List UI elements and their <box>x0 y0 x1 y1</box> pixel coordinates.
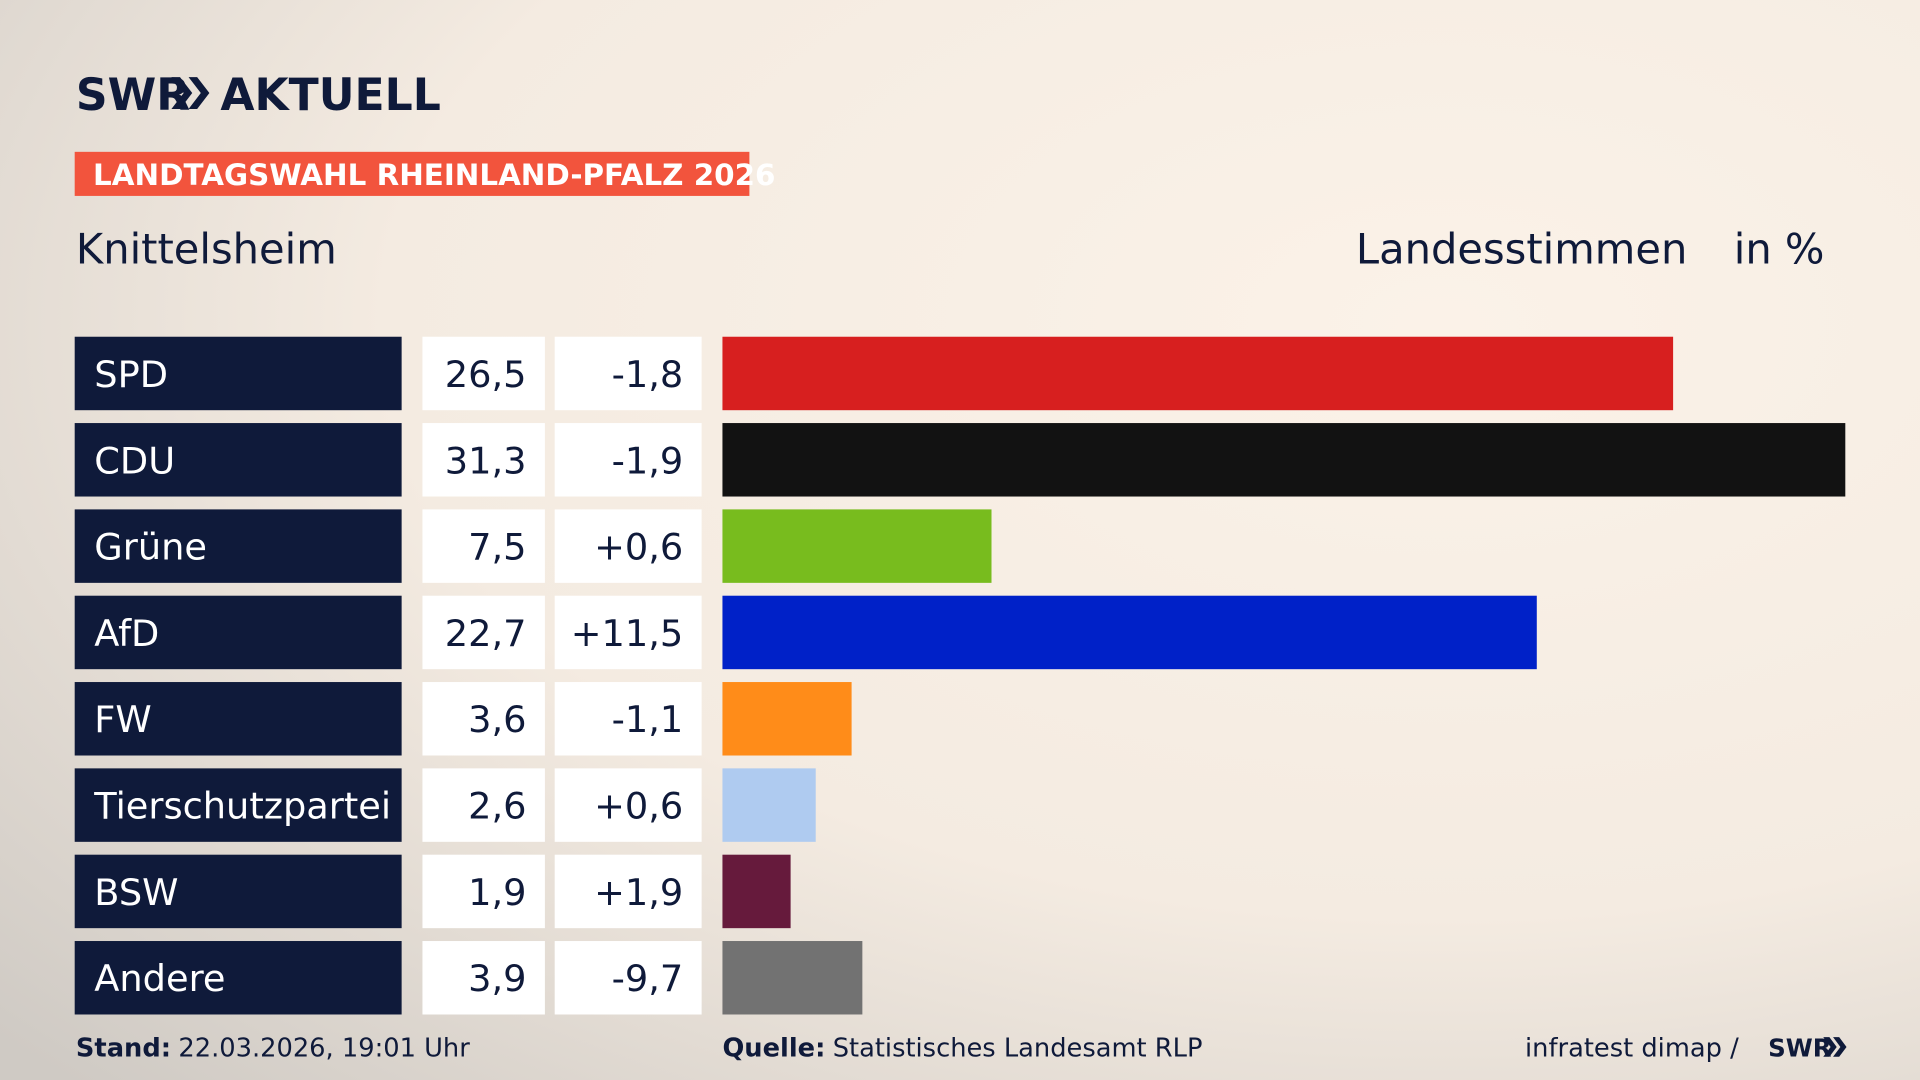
party-name: CDU <box>94 439 175 482</box>
change-box <box>554 423 702 497</box>
change-label: +11,5 <box>571 612 684 655</box>
party-box <box>74 336 402 411</box>
brand-chevrons <box>171 77 210 109</box>
change-box <box>554 854 702 929</box>
value-box <box>422 854 545 929</box>
party-box <box>74 595 402 670</box>
value-label: 3,9 <box>468 957 526 1000</box>
change-label: +1,9 <box>594 871 683 914</box>
value-label: 3,6 <box>468 698 526 741</box>
change-label: -1,1 <box>612 698 684 741</box>
source-label: Quelle: <box>722 1034 825 1064</box>
banner-box <box>74 151 750 196</box>
bar <box>722 682 852 756</box>
change-box <box>554 768 702 842</box>
change-label: +0,6 <box>594 785 683 828</box>
party-box <box>74 854 402 929</box>
value-box <box>422 768 545 842</box>
party-name: FW <box>94 698 151 741</box>
bar <box>722 768 816 842</box>
stand-label: Stand: <box>76 1034 171 1064</box>
value-box <box>422 941 545 1015</box>
logo: SWR AKTUELL <box>76 70 441 121</box>
measure: Landesstimmen <box>1356 224 1687 273</box>
value-label: 31,3 <box>445 439 527 482</box>
party-box <box>74 941 402 1015</box>
bar <box>722 941 863 1015</box>
brand-suffix: AKTUELL <box>220 70 440 121</box>
credit-brand: SWR <box>1768 1034 1832 1063</box>
value-box <box>422 423 545 497</box>
value-label: 26,5 <box>445 353 527 396</box>
party-name: AfD <box>94 612 159 655</box>
footer: Stand: 22.03.2026, 19:01 Uhr Quelle: Stati… <box>76 1034 1847 1064</box>
bar <box>722 595 1537 670</box>
credit-chevrons <box>1823 1037 1847 1057</box>
banner: LANDTAGSWAHL RHEINLAND-PFALZ 2026 <box>93 158 775 192</box>
party-name: SPD <box>94 353 168 396</box>
location: Knittelsheim <box>76 224 337 273</box>
source: Statistisches Landesamt RLP <box>833 1034 1203 1064</box>
stand: 22.03.2026, 19:01 Uhr <box>178 1034 470 1064</box>
value-box <box>422 336 545 411</box>
bar <box>722 509 992 583</box>
party-name: Grüne <box>94 526 207 569</box>
change-box <box>554 336 702 411</box>
change-box <box>554 509 702 583</box>
rows: SPD 26,5 -1,8 CDU 31,3 -1,9 Grüne 7,5 +0,6 AfD 22,… <box>74 336 1846 1015</box>
party-name: Andere <box>94 957 225 1000</box>
bar <box>722 336 1674 411</box>
value-label: 1,9 <box>468 871 526 914</box>
unit: in % <box>1734 224 1825 273</box>
party-name: Tierschutzpartei <box>93 785 391 828</box>
stand-line: Stand: 22.03.2026, 19:01 Uhr <box>76 1034 470 1064</box>
credit: infratest dimap / <box>1525 1034 1739 1064</box>
change-label: +0,6 <box>594 526 683 569</box>
change-box <box>554 941 702 1015</box>
value-label: 7,5 <box>468 526 526 569</box>
change-label: -1,9 <box>612 439 684 482</box>
source-line: Quelle: Statistisches Landesamt RLP <box>722 1034 1202 1064</box>
value-box <box>422 682 545 756</box>
party-box <box>74 768 402 842</box>
party-name: BSW <box>94 871 178 914</box>
party-box <box>74 423 402 497</box>
bar <box>722 423 1846 497</box>
value-box <box>422 509 545 583</box>
change-box <box>554 595 702 670</box>
party-box <box>74 682 402 756</box>
value-label: 22,7 <box>445 612 527 655</box>
party-box <box>74 509 402 583</box>
change-label: -9,7 <box>612 957 684 1000</box>
value-label: 2,6 <box>468 785 526 828</box>
bar <box>722 854 791 929</box>
change-label: -1,8 <box>612 353 684 396</box>
value-box <box>422 595 545 670</box>
change-box <box>554 682 702 756</box>
brand: SWR <box>76 70 190 121</box>
